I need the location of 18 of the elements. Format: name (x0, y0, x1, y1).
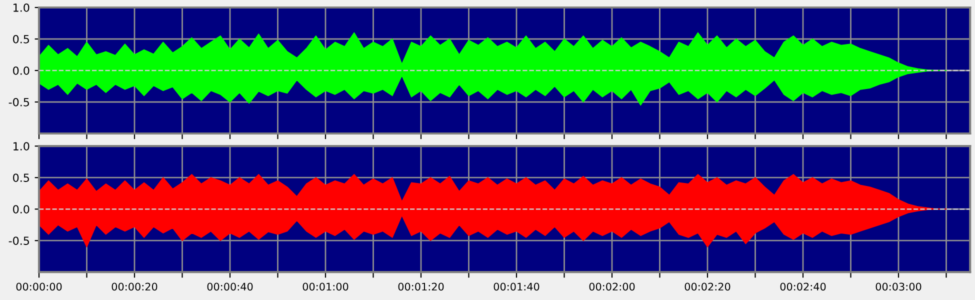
y-tick-label: -0.5 (8, 236, 30, 245)
x-tick-label: 00:01:20 (398, 282, 444, 291)
y-tick-label: 1.0 (14, 3, 30, 12)
y-tick-label: -0.5 (8, 98, 30, 106)
x-tick-label: 00:02:40 (780, 282, 826, 291)
x-tick-label: 00:00:00 (16, 282, 62, 291)
y-tick-label: 0.5 (13, 174, 29, 182)
x-tick-label: 00:00:20 (112, 282, 158, 291)
y-tick-label: 0.5 (13, 34, 29, 44)
x-tick-label: 00:03:00 (876, 282, 922, 291)
y-tick-label: 1.0 (14, 142, 30, 150)
y-tick-label: 0.0 (13, 205, 30, 214)
x-tick-label: 00:02:00 (589, 282, 635, 291)
x-tick-label: 00:01:40 (494, 282, 540, 291)
x-tick-label: 00:01:00 (302, 282, 348, 291)
y-tick-label: 0.0 (13, 66, 30, 75)
x-tick-label: 00:00:40 (207, 282, 253, 291)
x-tick-label: 00:02:20 (684, 282, 730, 291)
